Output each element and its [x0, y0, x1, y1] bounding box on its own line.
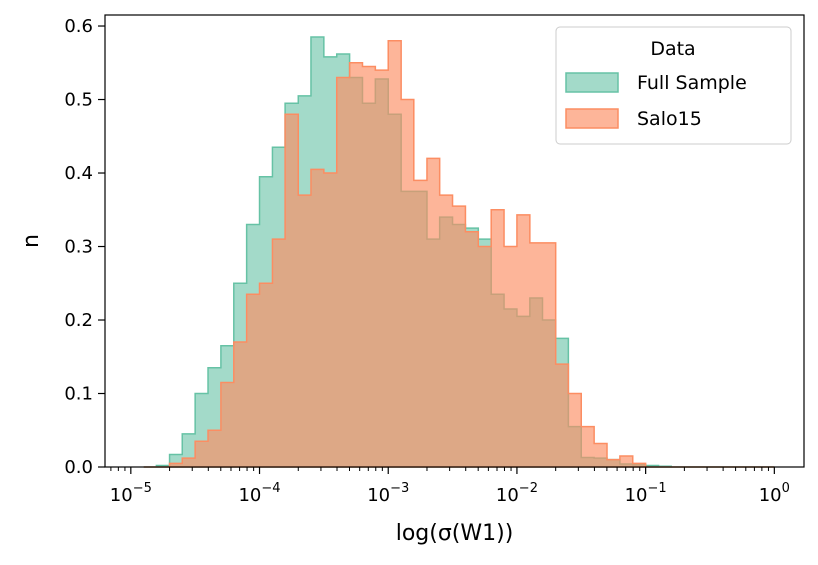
y-axis-label: n [19, 234, 44, 248]
x-tick-label: 100 [759, 481, 790, 506]
y-tick-label: 0.6 [64, 16, 93, 37]
x-axis-label: log(σ(W1)) [396, 521, 514, 546]
histogram-series-1 [143, 39, 775, 468]
legend: Data Full Sample Salo15 [555, 26, 792, 145]
y-tick-label: 0.5 [64, 90, 93, 111]
legend-title: Data [650, 38, 695, 60]
axes-frame [104, 14, 805, 468]
legend-swatch [565, 108, 619, 129]
legend-swatch [565, 72, 619, 93]
y-tick-label: 0.2 [64, 310, 93, 331]
plot-area [143, 36, 775, 468]
x-tick-label: 10−3 [367, 481, 409, 506]
axis-ticks: 10−5 10−4 10−3 10−2 10−1 100 0.0 0.1 0.2 0.3 0.4 0.… [64, 16, 790, 506]
y-tick-label: 0.3 [64, 237, 93, 258]
legend-label: Full Sample [637, 72, 747, 94]
y-tick-label: 0.1 [64, 384, 93, 405]
x-tick-label: 10−2 [496, 481, 538, 506]
legend-items: Full Sample Salo15 [565, 72, 747, 130]
y-tick-label: 0.4 [64, 163, 93, 184]
x-tick-label: 10−4 [238, 481, 280, 506]
y-tick-label: 0.0 [64, 457, 93, 478]
legend-label: Salo15 [637, 108, 702, 130]
x-tick-label: 10−5 [110, 481, 152, 506]
x-tick-label: 10−1 [625, 481, 667, 506]
